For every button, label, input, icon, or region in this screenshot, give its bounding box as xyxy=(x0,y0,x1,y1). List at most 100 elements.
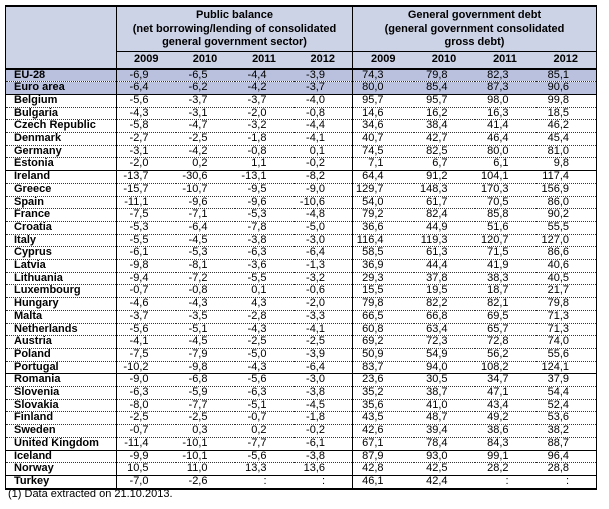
public-balance-value: -6,1 xyxy=(293,437,353,451)
public-balance-value: -2,5 xyxy=(293,335,353,349)
public-balance-value: -3,8 xyxy=(234,234,294,248)
government-debt-value: 18,7 xyxy=(474,284,536,299)
government-debt-value: 156,9 xyxy=(535,183,597,197)
country-label: Bulgaria xyxy=(5,107,117,121)
government-debt-value: 84,3 xyxy=(474,437,536,451)
public-balance-value: -0,8 xyxy=(234,145,294,159)
government-debt-value: : xyxy=(565,475,569,487)
table-row: Iceland -9,9 -10,1 -5,6 -3,8 87,9 93,0 99,1 96,4 xyxy=(5,450,597,464)
public-balance-value: -10,1 xyxy=(175,437,235,451)
government-debt-value: 116,4 xyxy=(352,234,414,248)
public-balance-value: -10,2 xyxy=(116,361,176,375)
public-balance-value: -7,7 xyxy=(175,399,235,413)
government-debt-value: 81,0 xyxy=(535,145,597,159)
government-debt-value: 170,3 xyxy=(474,183,536,197)
year-header: 2010 xyxy=(413,50,475,70)
header-year-row: 2009 2010 2011 2012 2009 2010 2011 2012 xyxy=(6,50,597,70)
public-balance-value: -3,9 xyxy=(293,68,353,83)
table-row: Turkey -7,0 -2,6:: 46,1 42,4:: xyxy=(5,475,597,489)
country-label: Romania xyxy=(5,373,117,388)
government-debt-value: 74,3 xyxy=(352,68,414,83)
government-debt-value: 90,6 xyxy=(535,81,597,95)
country-label: Euro area xyxy=(5,81,117,95)
government-debt-value: 6,7 xyxy=(413,157,475,172)
government-debt-value: 28,8 xyxy=(535,462,597,476)
public-balance-value: -4,3 xyxy=(234,323,294,337)
government-debt-value: 94,0 xyxy=(413,361,475,375)
government-debt-value: 78,4 xyxy=(413,437,475,451)
public-balance-value: 11,0 xyxy=(175,462,235,476)
public-balance-value: -4,5 xyxy=(175,234,235,248)
public-balance-value: -3,0 xyxy=(293,373,353,388)
government-debt-value: 66,8 xyxy=(413,310,475,324)
country-label: Italy xyxy=(5,234,117,248)
year-header: 2011 xyxy=(234,50,294,70)
government-debt-value: 19,5 xyxy=(413,284,475,299)
public-balance-value: -3,2 xyxy=(293,272,353,286)
year-header: 2009 xyxy=(352,50,414,70)
public-balance-value: -5,0 xyxy=(234,348,294,362)
country-label: Greece xyxy=(5,183,117,197)
country-label: Cyprus xyxy=(5,246,117,261)
public-balance-value: -5,3 xyxy=(234,208,294,222)
government-debt-value: 30,5 xyxy=(413,373,475,388)
government-debt-value: 28,2 xyxy=(474,462,536,476)
government-debt-value: 42,4 xyxy=(426,475,448,487)
country-label: Belgium xyxy=(5,94,117,108)
government-debt-value: 88,7 xyxy=(535,437,597,451)
government-debt-value: 87,3 xyxy=(474,81,536,95)
public-balance-value: -6,1 xyxy=(116,246,176,261)
public-balance-value: -5,5 xyxy=(116,234,176,248)
public-balance-value: -0,8 xyxy=(175,284,235,299)
government-debt-value: 99,8 xyxy=(535,94,597,108)
table-row: Ireland -13,7 -30,6 -13,1 -8,2 64,4 91,2 104,1 1… xyxy=(5,170,597,184)
public-balance-value: -3,7 xyxy=(175,94,235,108)
public-balance-value: -7,0 xyxy=(129,475,149,487)
public-balance-value: 0,1 xyxy=(234,284,294,299)
table-row: Croatia -5,3 -6,4 -7,8 -5,0 36,6 44,9 51,6 55,5 xyxy=(5,221,597,235)
country-label: Turkey xyxy=(5,475,117,489)
public-balance-value: -0,7 xyxy=(234,411,294,426)
table-row: Czech Republic -5,8 -4,7 -3,2 -4,4 34,6 38,4 41… xyxy=(5,119,597,134)
table-row: Euro area -6,4 -6,2 -4,2 -3,7 80,0 85,4 87,3 90,… xyxy=(5,81,597,95)
public-balance-value: -5,1 xyxy=(234,399,294,413)
government-debt-value: 82,3 xyxy=(474,68,536,83)
table-row: Malta -3,7 -3,5 -2,8 -3,3 66,5 66,8 69,5 71,3 xyxy=(5,310,597,324)
government-debt-value: 38,2 xyxy=(535,424,597,438)
country-label: Czech Republic xyxy=(5,119,117,134)
country-label: Sweden xyxy=(5,424,117,438)
government-debt-value: 71,3 xyxy=(535,310,597,324)
public-balance-value: 0,1 xyxy=(293,145,353,159)
government-debt-value: 69,2 xyxy=(352,335,414,349)
table-row: Austria -4,1 -4,5 -2,5 -2,5 69,2 72,3 72,8 74,0 xyxy=(5,335,597,349)
table-row: Romania -9,0 -6,8 -5,6 -3,0 23,6 30,5 34,7 37,9 xyxy=(5,373,597,388)
country-label: Latvia xyxy=(5,259,117,273)
government-debt-value: 49,2 xyxy=(474,411,536,426)
public-balance-value: -7,5 xyxy=(116,348,176,362)
government-debt-value: 85,8 xyxy=(474,208,536,222)
public-balance-value: -0,7 xyxy=(116,424,176,438)
government-debt-value: 16,2 xyxy=(413,107,475,121)
public-balance-value: -4,1 xyxy=(293,323,353,337)
government-debt-value: 86,0 xyxy=(535,196,597,210)
government-debt-value: 85,1 xyxy=(535,68,597,83)
government-debt-value: 56,2 xyxy=(474,348,536,362)
government-debt-value: 34,7 xyxy=(474,373,536,388)
government-debt-value: 74,5 xyxy=(352,145,414,159)
country-label: Germany xyxy=(5,145,117,159)
government-debt-value: 79,2 xyxy=(352,208,414,222)
government-debt-value: 46,2 xyxy=(535,119,597,134)
government-debt-value: 41,4 xyxy=(474,119,536,134)
country-label: EU-28 xyxy=(5,68,117,83)
public-balance-value: -13,7 xyxy=(116,170,176,184)
public-balance-value: -5,1 xyxy=(175,323,235,337)
government-debt-value: 82,1 xyxy=(474,297,536,311)
government-debt-value: 72,8 xyxy=(474,335,536,349)
country-label: Croatia xyxy=(5,221,117,235)
table-row: Estonia -2,0 0,2 1,1 -0,2 7,1 6,7 6,1 9,8 xyxy=(5,157,597,172)
government-debt-value: 124,1 xyxy=(535,361,597,375)
government-debt-value: 54,9 xyxy=(413,348,475,362)
public-balance-value: -6,2 xyxy=(175,81,235,95)
public-balance-value: -3,8 xyxy=(293,450,353,464)
public-balance-value: -9,9 xyxy=(116,450,176,464)
